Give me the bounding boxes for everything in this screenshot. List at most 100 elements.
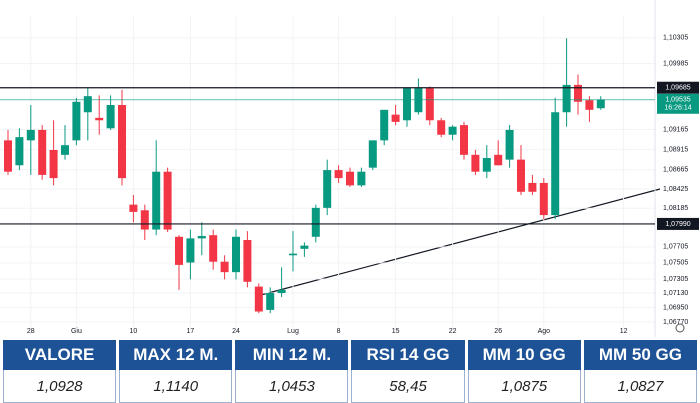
y-tick-label: 1,07505	[663, 260, 688, 267]
candle-body	[186, 238, 195, 263]
y-tick-label: 1,06770	[663, 319, 688, 326]
candle-body	[585, 100, 594, 110]
value-row: 1,0928 1,1140 1,0453 58,45 1,0875 1,0827	[3, 370, 697, 403]
x-tick-label: 8	[337, 328, 341, 335]
candle-body	[266, 293, 275, 310]
y-tick-label: 1,07130	[663, 290, 688, 297]
value-cell: 1,1140	[119, 370, 233, 403]
level-badge	[657, 217, 699, 230]
candle-body	[118, 105, 126, 179]
candle-body	[300, 245, 309, 249]
candle-body	[38, 129, 47, 175]
candle-body	[254, 286, 263, 312]
x-tick-label: 28	[27, 328, 35, 335]
x-tick-label: 12	[620, 328, 628, 335]
y-tick-label: 1,09985	[663, 60, 688, 67]
candle-body	[368, 140, 377, 168]
x-tick-label: 22	[449, 328, 457, 335]
candle-body	[152, 171, 161, 230]
candle-body	[323, 170, 332, 208]
candle-body	[106, 105, 115, 129]
candle-body	[49, 150, 58, 179]
candle-body	[163, 171, 172, 230]
candle-body	[277, 289, 286, 294]
y-tick-label: 1,07305	[663, 276, 688, 283]
header-cell: MM 10 GG	[467, 340, 581, 370]
x-tick-label: Lug	[287, 328, 299, 335]
candle-body	[596, 99, 605, 109]
value-cell: 1,0453	[235, 370, 349, 403]
candle-body	[72, 101, 81, 141]
candle-body	[482, 158, 491, 172]
candle-body	[346, 171, 354, 186]
header-cell: VALORE	[3, 340, 117, 370]
candle-body	[140, 210, 149, 230]
value-cell: 1,0928	[3, 370, 117, 403]
candle-body	[574, 84, 582, 102]
y-tick-label: 1,06950	[663, 304, 688, 311]
candle-body	[562, 84, 571, 113]
candle-body	[4, 140, 12, 172]
header-row: VALORE MAX 12 M. MIN 12 M. RSI 14 GG MM …	[3, 340, 697, 370]
y-tick-label: 1,08915	[663, 146, 688, 153]
x-tick-label: Ago	[538, 328, 551, 335]
level-badge	[657, 81, 699, 94]
level-label: 1,07990	[665, 221, 690, 228]
candle-body	[380, 109, 389, 141]
x-tick-label: 15	[392, 328, 400, 335]
candle-body	[209, 235, 218, 262]
candle-body	[232, 236, 240, 273]
candle-body	[460, 125, 468, 155]
candle-body	[220, 261, 229, 273]
candle-body	[289, 253, 297, 256]
header-cell: MAX 12 M.	[119, 340, 233, 370]
chart: 1,10305 1,09985 1,09165 1,08915 1,08665 1,084…	[0, 0, 699, 337]
value-cell: 1,0875	[467, 370, 581, 403]
candle-body	[95, 117, 104, 121]
candle-body	[243, 240, 252, 282]
candle-body	[391, 114, 400, 122]
candle-body	[448, 126, 457, 135]
header-cell: MIN 12 M.	[235, 340, 349, 370]
x-tick-label: 24	[232, 328, 240, 335]
candle-body	[197, 235, 206, 239]
candle-body	[334, 170, 343, 179]
x-tick-label: Giu	[71, 328, 82, 335]
candle-body	[539, 182, 548, 216]
candle-body	[437, 120, 446, 135]
stats-table: VALORE MAX 12 M. MIN 12 M. RSI 14 GG MM …	[0, 340, 700, 403]
candle-body	[494, 154, 503, 166]
y-tick-label: 1,07705	[663, 244, 688, 251]
value-cell: 58,45	[351, 370, 465, 403]
candle-body	[471, 154, 480, 172]
y-tick-label: 1,08185	[663, 205, 688, 212]
trend-line	[256, 188, 661, 297]
candle-body	[403, 88, 411, 121]
candle-body	[83, 96, 92, 113]
candle-body	[175, 236, 183, 265]
level-badge	[657, 93, 699, 114]
header-cell: MM 50 GG	[583, 340, 697, 370]
level-label: 1,09685	[665, 85, 690, 92]
candle-body	[311, 207, 320, 237]
candle-body	[26, 129, 35, 141]
candle-body	[528, 182, 537, 192]
y-tick-label: 1,08425	[663, 186, 688, 193]
candle-body	[517, 159, 525, 192]
candle-body	[15, 137, 24, 166]
x-tick-label: 26	[494, 328, 502, 335]
x-tick-label: 17	[187, 328, 195, 335]
x-tick-label: 10	[130, 328, 138, 335]
level-time: 16:26:14	[664, 105, 691, 112]
candle-body	[505, 129, 514, 160]
settings-icon[interactable]	[675, 323, 685, 333]
y-tick-label: 1,10305	[663, 35, 688, 42]
candle-body	[414, 88, 423, 113]
y-tick-label: 1,09165	[663, 126, 688, 133]
candle-body	[357, 171, 366, 186]
level-label: 1,09535	[665, 97, 690, 104]
candle-body	[551, 112, 560, 216]
header-cell: RSI 14 GG	[351, 340, 465, 370]
candle-body	[425, 88, 434, 121]
